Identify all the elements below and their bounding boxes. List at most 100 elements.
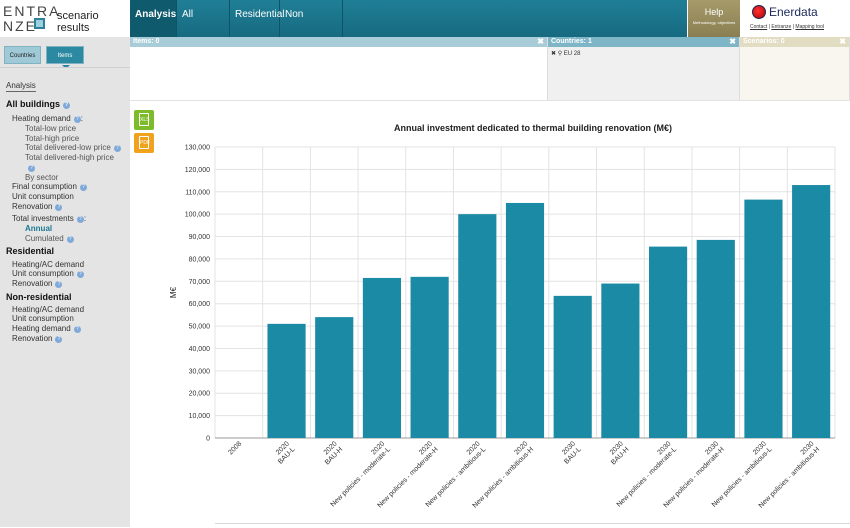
- bar: [696, 239, 735, 438]
- left-tabs: Countries Items: [0, 37, 130, 69]
- sidebar-item-label: Total-high price: [25, 134, 80, 143]
- sidebar-item[interactable]: Renovation?: [12, 279, 63, 288]
- remove-country-icon[interactable]: ✖: [551, 51, 557, 57]
- app-subtitle: scenario results: [57, 10, 99, 34]
- x-tick-label: 2020BAU-L: [271, 440, 296, 465]
- sidebar-item[interactable]: Final consumption?: [12, 182, 87, 191]
- help-button[interactable]: Help Methodology, objectives: [688, 0, 740, 37]
- sidebar-item[interactable]: Heating/AC demand: [12, 305, 84, 314]
- info-icon[interactable]: ?: [76, 216, 84, 223]
- sidebar-item-label: Renovation: [12, 202, 53, 211]
- sidebar-item-label: Residential: [6, 246, 55, 256]
- items-selection-panel: Items: 0 ✖: [130, 37, 548, 100]
- y-tick-label: 70,000: [189, 279, 211, 286]
- sidebar-item[interactable]: Heating demand?: [12, 324, 81, 333]
- zoom-icon[interactable]: ⚲: [557, 51, 563, 57]
- bar: [458, 214, 497, 438]
- analysis-label: Analysis: [6, 81, 36, 90]
- entranze-link[interactable]: Entranze: [771, 24, 792, 30]
- sidebar-item-label: Unit consumption: [12, 314, 74, 323]
- sidebar-item-label: Heating/AC demand: [12, 305, 85, 314]
- sidebar-item[interactable]: All buildings?: [6, 99, 70, 109]
- sidebar-item-label: Total-low price: [25, 124, 77, 133]
- sidebar-item-label: Cumulated: [25, 234, 64, 243]
- clear-items-icon[interactable]: ✖: [537, 37, 544, 46]
- nav-all-buildings[interactable]: All buildings: [177, 0, 230, 50]
- sidebar-item[interactable]: Unit consumption: [12, 192, 74, 201]
- bar: [410, 276, 449, 438]
- sidebar-item-label: Annual: [25, 224, 53, 233]
- y-tick-label: 20,000: [189, 391, 211, 398]
- export-xls-button[interactable]: XLS: [134, 110, 154, 130]
- logo-line-2: NZE: [3, 18, 37, 34]
- sidebar-item[interactable]: Total investments?:: [12, 214, 86, 223]
- countries-selection-panel: Countries: 1 ✖ ✖ ⚲ EU 28: [548, 37, 740, 100]
- sidebar-item[interactable]: Total delivered-high price: [25, 153, 114, 162]
- clear-countries-icon[interactable]: ✖: [729, 37, 736, 46]
- contact-link[interactable]: Contact: [750, 24, 768, 30]
- info-icon[interactable]: ?: [55, 204, 63, 211]
- info-icon[interactable]: ?: [55, 336, 63, 343]
- sidebar-item-label: Final consumption: [12, 182, 77, 191]
- y-tick-label: 30,000: [189, 368, 211, 375]
- sidebar-item-label: All buildings: [6, 99, 60, 109]
- info-icon[interactable]: ?: [73, 116, 81, 123]
- nav-analysis[interactable]: Analysis: [130, 0, 177, 37]
- enerdata-brand: Enerdata Contact | Entranze | Mapping to…: [740, 0, 850, 37]
- sidebar-item[interactable]: ?: [25, 163, 35, 172]
- sidebar-item[interactable]: Residential: [6, 246, 54, 256]
- sidebar-item[interactable]: Renovation?: [12, 334, 63, 343]
- sidebar-item[interactable]: Total delivered-low price?: [25, 143, 121, 152]
- sidebar-item[interactable]: By sector: [25, 173, 58, 182]
- logo-square-icon: [34, 18, 45, 29]
- mapping-tool-link[interactable]: Mapping tool: [795, 24, 825, 30]
- sidebar-item[interactable]: Heating demand?:: [12, 114, 83, 123]
- sidebar-item-label: Heating demand: [12, 324, 71, 333]
- sidebar-item[interactable]: Unit consumption?: [12, 269, 84, 278]
- y-tick-label: 50,000: [189, 324, 211, 331]
- info-icon[interactable]: ?: [66, 236, 74, 243]
- y-tick-label: 0: [206, 436, 210, 443]
- tab-countries[interactable]: Countries: [4, 46, 41, 64]
- sidebar-item[interactable]: Annual: [25, 224, 52, 233]
- items-count: Items: 0: [133, 38, 160, 45]
- sidebar-item[interactable]: Cumulated?: [25, 234, 74, 243]
- sidebar-item[interactable]: Heating/AC demand: [12, 260, 84, 269]
- selected-country[interactable]: ✖ ⚲ EU 28: [551, 50, 580, 57]
- export-pdf-button[interactable]: PDF: [134, 133, 154, 153]
- info-icon[interactable]: ?: [63, 102, 70, 109]
- nav-residential[interactable]: Residential: [230, 0, 284, 37]
- info-icon[interactable]: ?: [55, 281, 63, 288]
- pdf-file-icon: PDF: [139, 136, 150, 149]
- bar: [267, 323, 306, 438]
- info-icon[interactable]: ?: [113, 145, 121, 152]
- entranze-logo[interactable]: ENTRA NZE scenario results: [0, 0, 130, 37]
- countries-count: Countries: 1: [551, 38, 592, 45]
- bar: [553, 295, 592, 438]
- info-icon[interactable]: ?: [28, 165, 35, 172]
- sidebar-item[interactable]: Total-high price: [25, 134, 79, 143]
- sidebar-item[interactable]: Unit consumption: [12, 314, 74, 323]
- sidebar-item[interactable]: Non-residential: [6, 292, 72, 302]
- bar-chart: Annual investment dedicated to thermal b…: [169, 123, 836, 510]
- nav-non-residential[interactable]: Non residential: [280, 0, 343, 50]
- sidebar-item-label: Total investments: [12, 214, 74, 223]
- sidebar-item[interactable]: Total-low price: [25, 124, 76, 133]
- bar: [744, 199, 783, 438]
- tab-items[interactable]: Items: [46, 46, 84, 69]
- bar: [362, 277, 401, 438]
- clear-scenarios-icon[interactable]: ✖: [839, 37, 846, 46]
- sidebar-item[interactable]: Renovation?: [12, 202, 63, 211]
- info-icon[interactable]: ?: [79, 184, 87, 191]
- label-colon: :: [80, 114, 83, 123]
- main-nav: Analysis All buildings Residential Non r…: [130, 0, 687, 50]
- sidebar-item-label: Renovation: [12, 279, 53, 288]
- info-icon[interactable]: ?: [73, 326, 81, 333]
- enerdata-logo-icon: [752, 5, 766, 19]
- y-tick-label: 10,000: [189, 413, 211, 420]
- info-icon[interactable]: ?: [76, 271, 84, 278]
- items-sidebar: Analysis All buildings? Heating demand?: T…: [0, 67, 130, 527]
- sidebar-item-label: Total delivered-high price: [25, 153, 114, 162]
- help-sublabel: Methodology, objectives: [692, 20, 736, 25]
- x-tick-label: 2020BAU-H: [318, 440, 344, 466]
